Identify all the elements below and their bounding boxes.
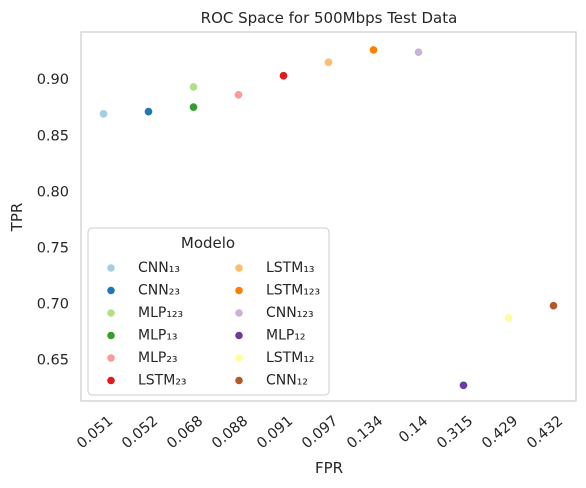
legend-marker — [234, 285, 244, 296]
legend-marker — [234, 353, 244, 363]
y-tick-label: 0.80 — [37, 184, 69, 200]
x-tick-label: 0.14 — [396, 413, 431, 446]
x-tick-label: 0.432 — [524, 413, 566, 452]
x-tick-label: 0.091 — [254, 413, 296, 452]
legend-items: CNN₁₃ CNN₂₃ MLP₁₂₃ MLP₁₃ MLP₂₃ LSTM₂₃ LSTM₁₃ LS… — [106, 260, 320, 389]
legend-label: LSTM₁₃ — [266, 260, 315, 276]
y-axis-label: TPR — [8, 203, 26, 233]
chart-title: ROC Space for 500Mbps Test Data — [201, 9, 458, 27]
legend-label: LSTM₁₂ — [266, 350, 315, 366]
plot-area-frame — [80, 31, 577, 402]
legend-label: MLP₁₂₃ — [138, 305, 183, 321]
data-point — [413, 47, 424, 57]
x-tick-label: 0.068 — [164, 413, 206, 452]
data-point — [278, 70, 289, 81]
data-point — [458, 380, 469, 391]
x-tick-label: 0.315 — [434, 413, 476, 452]
x-tick-label: 0.097 — [299, 413, 341, 452]
legend-label: CNN₂₃ — [138, 283, 180, 299]
y-tick-label: 0.65 — [37, 353, 69, 369]
legend-marker — [234, 330, 244, 341]
legend-marker — [234, 263, 244, 273]
y-tick-label: 0.75 — [37, 240, 69, 256]
x-tick-label: 0.134 — [344, 413, 386, 452]
legend-marker — [234, 375, 244, 386]
data-point — [368, 45, 379, 55]
legend-label: CNN₁₃ — [138, 260, 180, 276]
y-tick-label: 0.90 — [37, 72, 69, 88]
legend-label: LSTM₂₃ — [138, 373, 187, 389]
legend-label: CNN₁₂₃ — [266, 305, 314, 321]
data-point — [503, 313, 514, 323]
legend-marker — [106, 308, 116, 318]
x-tick-label: 0.088 — [209, 413, 251, 452]
data-point — [143, 106, 154, 117]
y-tick-label: 0.85 — [37, 128, 69, 144]
data-point — [323, 57, 334, 68]
data-point — [188, 82, 199, 92]
x-axis-ticks: 0.051 0.052 0.068 0.088 0.091 0.097 0.134 0.14 0… — [74, 413, 566, 452]
legend: Modelo CNN₁₃ CNN₂₃ MLP₁₂₃ MLP₁₃ MLP₂₃ LSTM₂₃ L… — [87, 227, 330, 396]
legend-marker — [234, 308, 244, 318]
legend-marker — [106, 263, 116, 273]
data-point — [548, 300, 559, 311]
x-tick-label: 0.051 — [74, 413, 116, 452]
y-tick-label: 0.70 — [37, 297, 69, 313]
legend-label: MLP₁₂ — [266, 328, 306, 344]
legend-label: CNN₁₂ — [266, 373, 308, 389]
data-points — [98, 45, 559, 391]
x-tick-label: 0.052 — [119, 413, 161, 452]
data-point — [233, 90, 244, 100]
legend-label: MLP₂₃ — [138, 350, 178, 366]
legend-title: Modelo — [181, 234, 235, 252]
legend-marker — [106, 375, 116, 386]
data-point — [98, 109, 109, 119]
legend-marker — [106, 353, 116, 363]
x-axis-label: FPR — [315, 459, 343, 477]
data-point — [188, 102, 199, 112]
y-axis-ticks: 0.65 0.70 0.75 0.80 0.85 0.90 — [37, 72, 69, 368]
legend-label: LSTM₁₂₃ — [266, 283, 320, 299]
legend-marker — [106, 285, 116, 296]
legend-label: MLP₁₃ — [138, 328, 178, 344]
x-tick-label: 0.429 — [479, 413, 521, 452]
legend-box — [87, 227, 330, 396]
legend-marker — [106, 330, 116, 341]
